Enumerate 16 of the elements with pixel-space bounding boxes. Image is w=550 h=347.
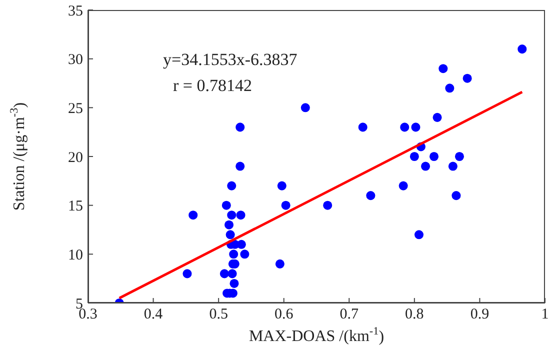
x-tick-label: 1 — [541, 306, 549, 323]
y-tick-label: 15 — [68, 198, 83, 215]
annotation: r = 0.78142 — [173, 76, 252, 96]
x-tick-label: 0.6 — [274, 306, 294, 323]
y-tick-label: 10 — [68, 247, 83, 264]
x-tick-label: 0.7 — [340, 306, 360, 323]
y-tick-label: 35 — [68, 3, 83, 20]
y-tick-label: 20 — [68, 150, 83, 166]
x-tick-label: 0.9 — [470, 306, 490, 323]
y-tick-label: 25 — [68, 100, 83, 117]
x-tick-label: 0.8 — [405, 306, 424, 323]
x-tick-label: 0.5 — [209, 306, 228, 323]
annotation: y=34.1553x-6.3837 — [163, 50, 298, 70]
y-tick-label: 30 — [68, 52, 83, 68]
x-tick-label: 0.4 — [144, 306, 164, 323]
x-axis-title: MAX-DOAS /(km$^{-1}$) — [248, 325, 384, 346]
